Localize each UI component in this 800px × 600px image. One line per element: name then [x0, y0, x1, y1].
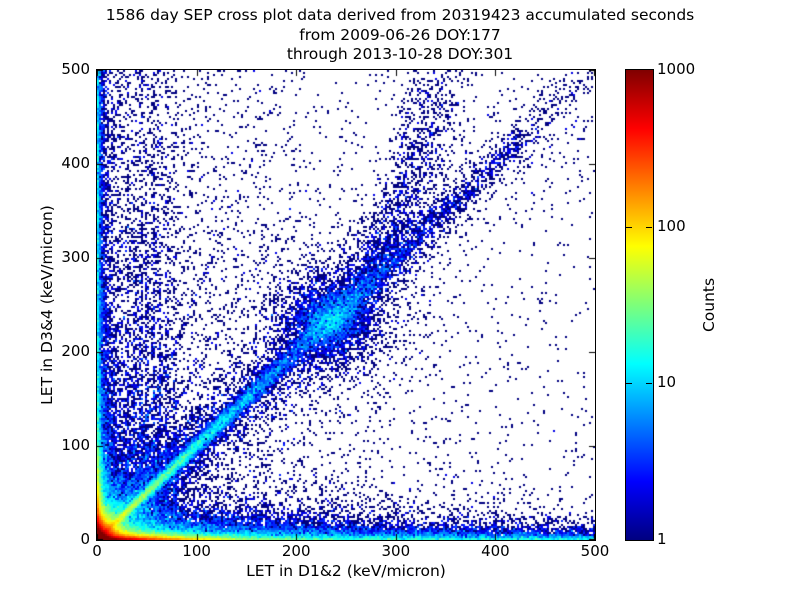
- y-tick-label: 300: [61, 248, 90, 266]
- y-tick-label: 0: [80, 530, 90, 548]
- plot-area: [96, 69, 596, 541]
- title-line-2: from 2009-06-26 DOY:177: [299, 25, 501, 44]
- colorbar-tick-label: 1000: [657, 60, 696, 78]
- y-tick-label: 100: [61, 436, 90, 454]
- y-tick-label: 200: [61, 342, 90, 360]
- y-tick-label: 400: [61, 154, 90, 172]
- x-tick-label: 300: [381, 542, 411, 560]
- colorbar-label: Counts: [700, 277, 718, 333]
- x-tick-label: 400: [481, 542, 510, 560]
- colorbar: [625, 69, 654, 541]
- scatter-density-canvas: [97, 70, 595, 540]
- title-line-3: through 2013-10-28 DOY:301: [286, 45, 514, 63]
- title-line-1: 1586 day SEP cross plot data derived fro…: [105, 6, 695, 24]
- colorbar-tick: [646, 226, 652, 228]
- y-axis-label: LET in D3&4 (keV/micron): [38, 205, 56, 405]
- chart-title: 1586 day SEP cross plot data derived fro…: [0, 6, 800, 65]
- x-tick-label: 0: [92, 542, 102, 560]
- colorbar-tick-label: 100: [657, 216, 686, 235]
- x-tick-label: 200: [281, 542, 311, 560]
- y-tick-label: 500: [61, 60, 90, 78]
- x-tick-label: 500: [580, 542, 610, 560]
- colorbar-tick-label: 1: [657, 530, 667, 548]
- colorbar-tick-label: 10: [657, 373, 677, 392]
- colorbar-tick: [646, 383, 652, 385]
- colorbar-tick: [626, 226, 632, 228]
- x-axis-label: LET in D1&2 (keV/micron): [246, 562, 446, 580]
- x-tick-label: 100: [182, 542, 211, 560]
- colorbar-tick: [626, 383, 632, 385]
